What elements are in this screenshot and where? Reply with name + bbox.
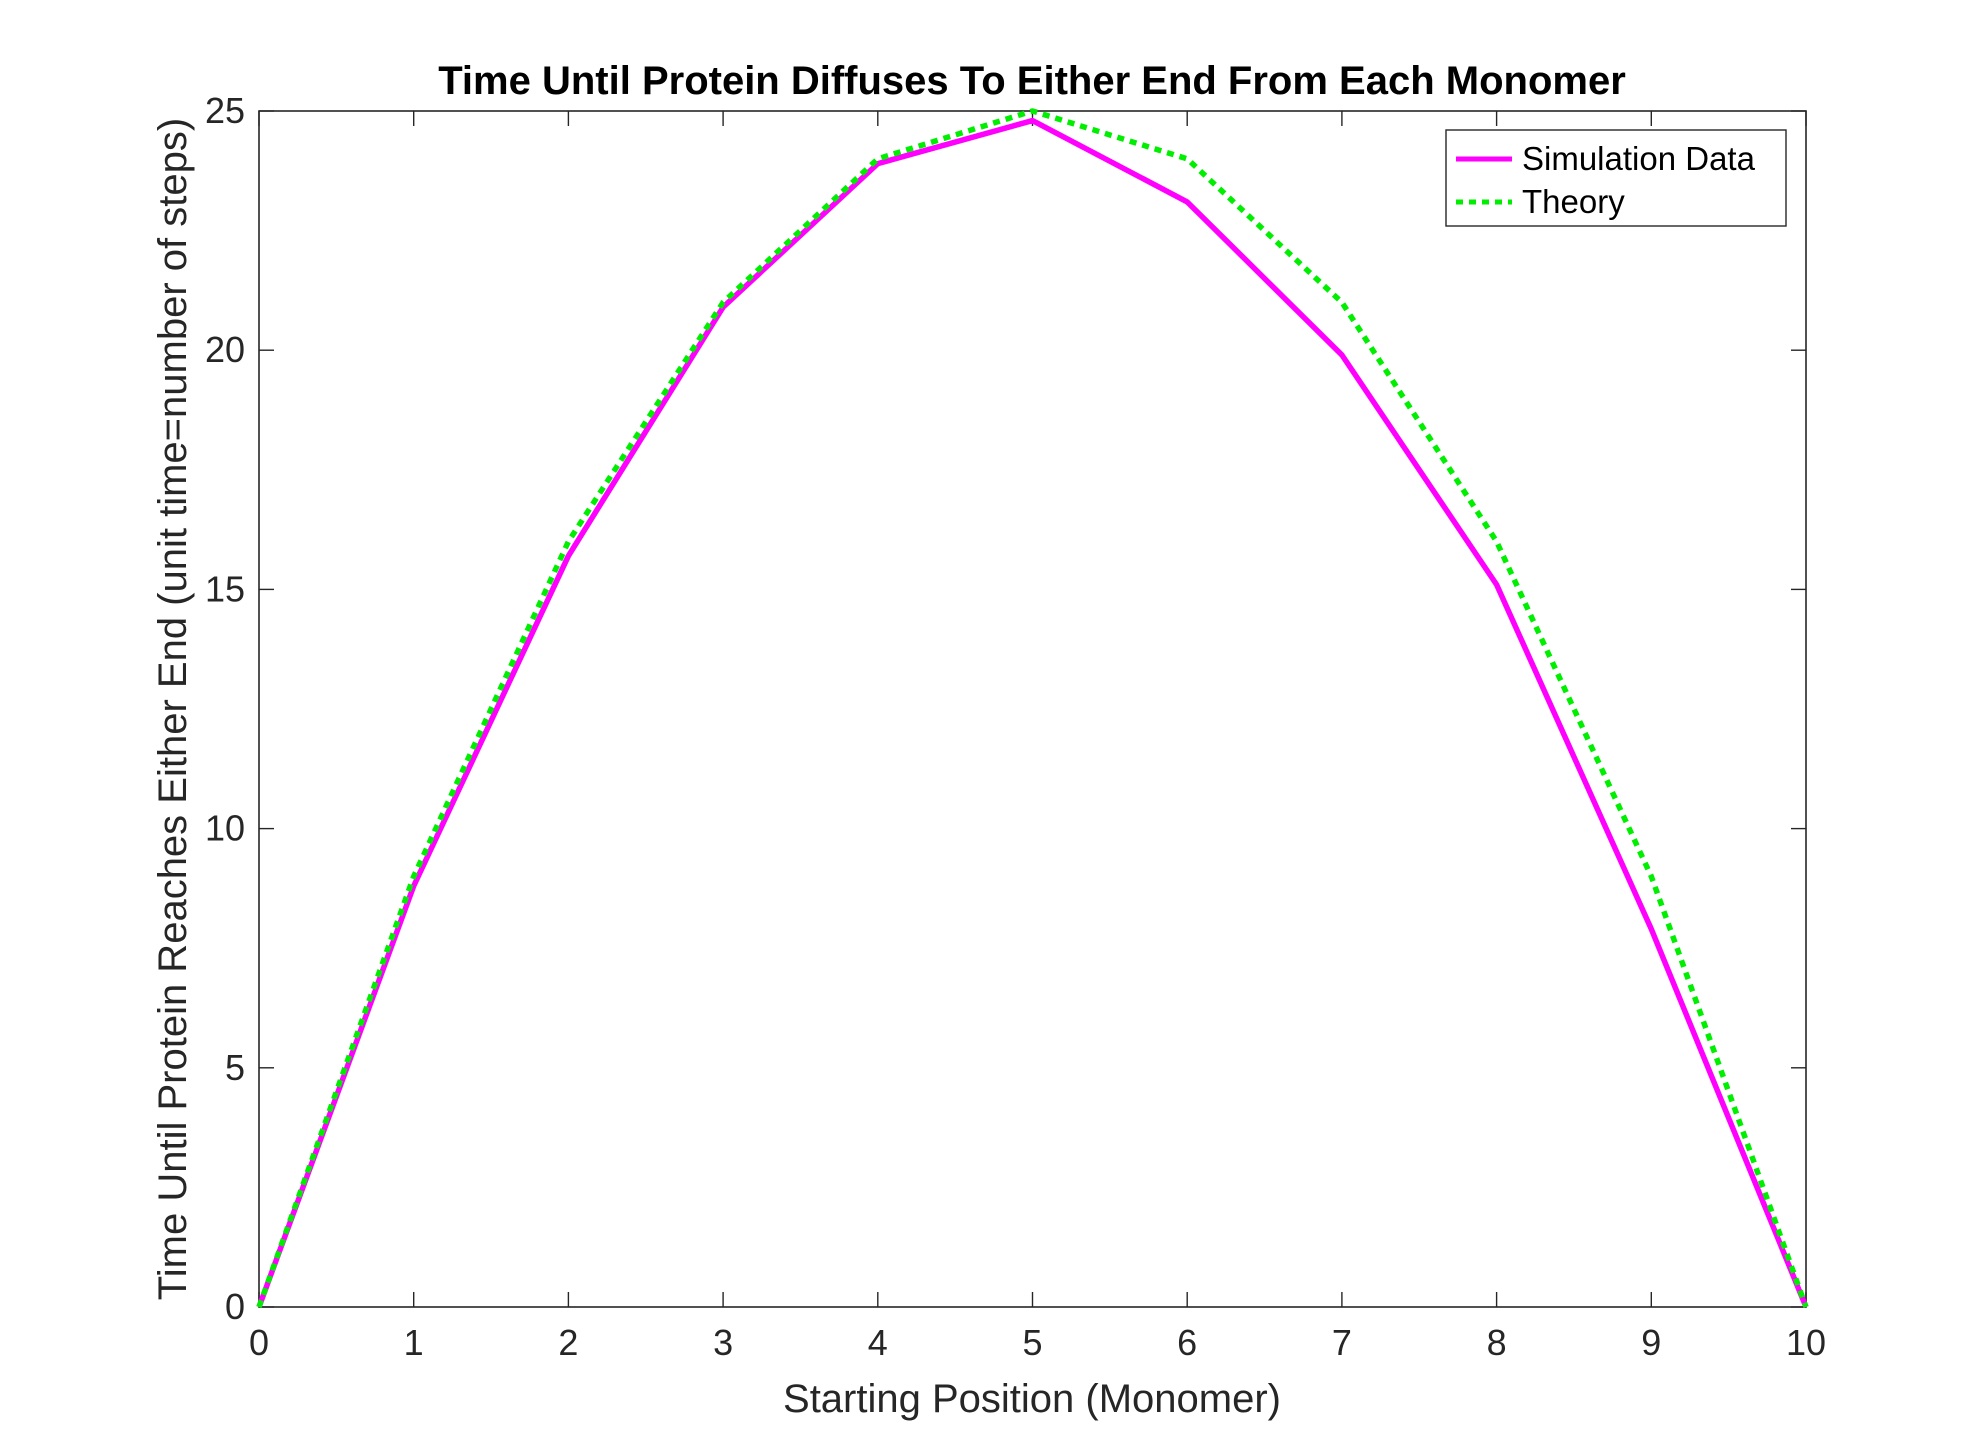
y-axis: 0 5 10 15 20 25 (205, 90, 1806, 1327)
x-tick-label: 2 (558, 1322, 578, 1363)
x-tick-label: 8 (1487, 1322, 1507, 1363)
x-tick-label: 5 (1022, 1322, 1042, 1363)
x-tick-label: 3 (713, 1322, 733, 1363)
y-axis-label: Time Until Protein Reaches Either End (u… (151, 118, 195, 1300)
y-tick-label: 0 (225, 1286, 245, 1327)
x-tick-label: 1 (404, 1322, 424, 1363)
series-layer (256, 108, 1809, 1309)
legend-label-theory: Theory (1522, 183, 1625, 220)
x-tick-label: 4 (868, 1322, 888, 1363)
x-axis-label: Starting Position (Monomer) (783, 1377, 1281, 1421)
legend: Simulation Data Theory (1445, 129, 1787, 227)
y-tick-label: 20 (205, 329, 245, 370)
x-tick-label: 6 (1177, 1322, 1197, 1363)
x-tick-label: 7 (1332, 1322, 1352, 1363)
x-tick-label: 9 (1641, 1322, 1661, 1363)
x-axis: 0 1 2 3 4 5 6 7 8 9 10 (249, 111, 1826, 1363)
legend-box (1445, 129, 1787, 227)
y-tick-label: 10 (205, 808, 245, 849)
x-tick-label: 0 (249, 1322, 269, 1363)
x-tick-label: 10 (1786, 1322, 1826, 1363)
plot-area (258, 110, 1807, 1308)
y-tick-label: 5 (225, 1047, 245, 1088)
y-tick-label: 25 (205, 90, 245, 131)
y-tick-label: 15 (205, 568, 245, 609)
chart-title: Time Until Protein Diffuses To Either En… (438, 59, 1626, 103)
legend-label-simulation-data: Simulation Data (1522, 140, 1756, 177)
